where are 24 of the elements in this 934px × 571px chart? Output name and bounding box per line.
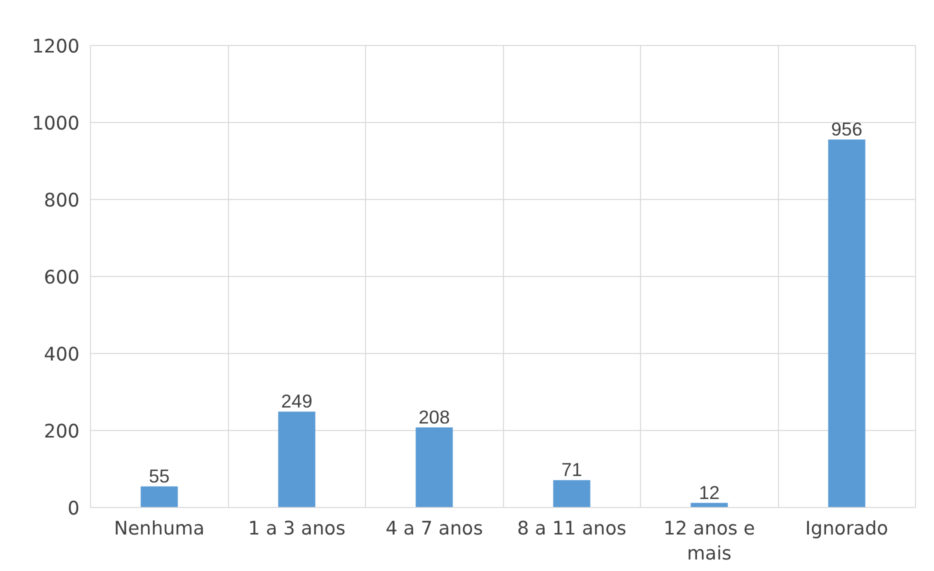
x-tick-label: Nenhuma	[114, 518, 205, 540]
y-tick-label: 600	[44, 268, 80, 288]
y-tick-label: 200	[44, 422, 80, 442]
y-tick-label: 0	[68, 498, 80, 520]
data-label: 208	[418, 406, 450, 428]
data-label: 12	[698, 482, 720, 503]
data-label: 55	[148, 465, 170, 486]
bar	[416, 427, 453, 508]
x-tick-label: 1 a 3 anos	[248, 518, 346, 540]
y-tick-label: 800	[44, 190, 80, 212]
x-tick-label: 12 anos e mais	[664, 518, 755, 565]
bar	[828, 139, 866, 508]
bar	[553, 480, 590, 508]
data-label: 249	[281, 390, 312, 412]
bar	[278, 412, 316, 508]
bar	[140, 486, 178, 508]
data-label: 956	[831, 118, 862, 140]
data-label: 71	[561, 459, 582, 480]
x-tick-label: 4 a 7 anos	[386, 518, 483, 540]
x-tick-label: Ignorado	[805, 518, 888, 540]
y-tick-label: 1000	[32, 114, 80, 134]
y-tick-label: 1200	[32, 36, 80, 58]
y-tick-label: 400	[44, 344, 80, 366]
x-tick-label: 8 a 11 anos	[517, 518, 626, 540]
